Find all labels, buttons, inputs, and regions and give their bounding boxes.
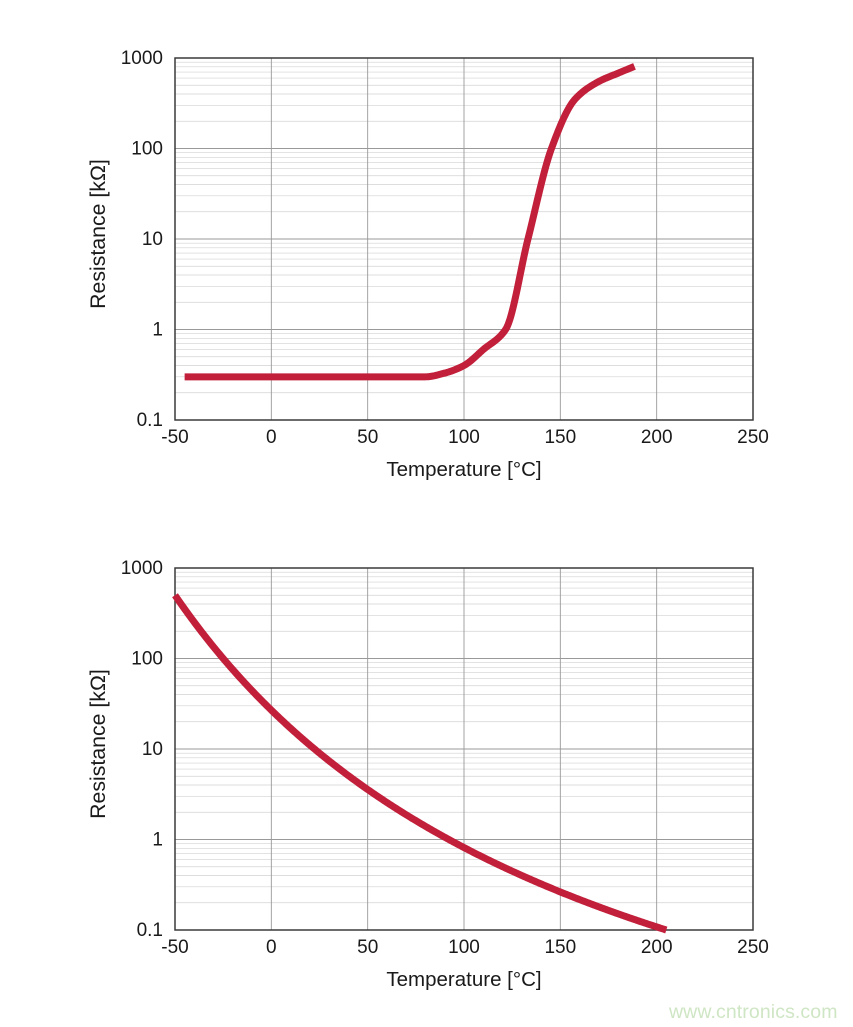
svg-text:10: 10 <box>142 229 163 250</box>
svg-text:150: 150 <box>544 937 576 958</box>
svg-text:250: 250 <box>737 427 769 448</box>
svg-text:-50: -50 <box>161 937 188 958</box>
svg-text:1: 1 <box>152 830 163 851</box>
svg-text:1000: 1000 <box>121 48 163 69</box>
svg-text:0: 0 <box>266 427 277 448</box>
svg-text:1000: 1000 <box>121 558 163 579</box>
svg-text:150: 150 <box>544 427 576 448</box>
svg-text:10: 10 <box>142 739 163 760</box>
svg-text:100: 100 <box>448 427 480 448</box>
svg-text:50: 50 <box>357 427 378 448</box>
svg-text:-50: -50 <box>161 427 188 448</box>
svg-text:50: 50 <box>357 937 378 958</box>
svg-text:Resistance [kΩ]: Resistance [kΩ] <box>86 669 110 819</box>
svg-text:Resistance [kΩ]: Resistance [kΩ] <box>86 159 110 309</box>
svg-text:Temperature [°C]: Temperature [°C] <box>386 458 541 481</box>
svg-text:Temperature [°C]: Temperature [°C] <box>386 968 541 991</box>
svg-text:200: 200 <box>641 937 673 958</box>
svg-text:1: 1 <box>152 320 163 341</box>
svg-text:200: 200 <box>641 427 673 448</box>
svg-text:0.1: 0.1 <box>137 410 163 431</box>
svg-text:0: 0 <box>266 937 277 958</box>
svg-text:100: 100 <box>448 937 480 958</box>
svg-text:100: 100 <box>131 649 163 670</box>
svg-text:0.1: 0.1 <box>137 920 163 941</box>
svg-text:250: 250 <box>737 937 769 958</box>
svg-text:100: 100 <box>131 139 163 160</box>
